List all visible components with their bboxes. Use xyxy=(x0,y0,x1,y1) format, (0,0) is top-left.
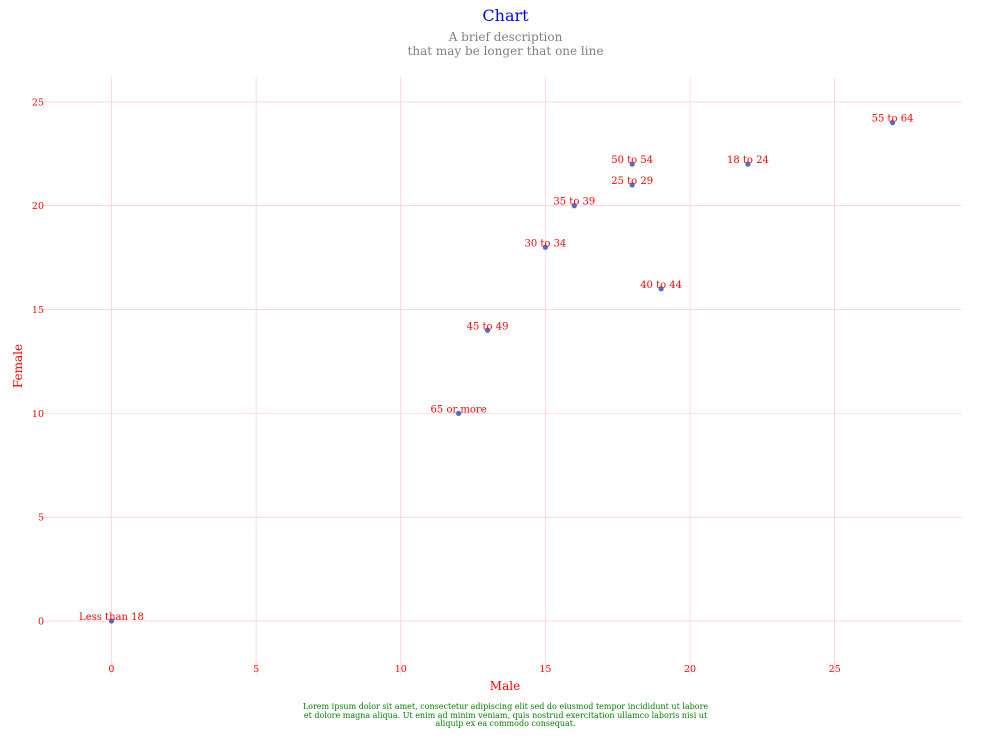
point-label: 65 or more xyxy=(431,404,487,415)
data-point xyxy=(745,161,751,167)
data-point xyxy=(658,286,664,292)
data-point xyxy=(571,203,577,209)
y-tick-label: 25 xyxy=(32,97,44,108)
point-label: 50 to 54 xyxy=(611,155,653,166)
data-point xyxy=(889,120,896,126)
point-labels: Less than 18 18 to 24 25 to 29 30 to 34 35 t… xyxy=(79,114,913,623)
y-tick-label: 15 xyxy=(32,305,44,316)
data-points xyxy=(108,120,896,624)
x-tick-label: 25 xyxy=(829,664,841,675)
chart-caption: Lorem ipsum dolor sit amet, consectetur … xyxy=(302,702,709,728)
x-tick-label: 5 xyxy=(253,664,259,675)
point-label: 40 to 44 xyxy=(640,280,682,291)
y-tick-label: 5 xyxy=(38,513,44,524)
data-point xyxy=(456,410,462,416)
data-point xyxy=(629,182,635,188)
point-label: Less than 18 xyxy=(79,612,144,623)
y-tick-label: 0 xyxy=(38,617,44,628)
data-point xyxy=(484,327,491,333)
data-point xyxy=(629,161,635,167)
x-axis-label: Male xyxy=(490,679,520,693)
x-tick-label: 0 xyxy=(108,664,114,675)
chart-title: Chart xyxy=(482,6,529,25)
y-tick-label: 10 xyxy=(32,409,44,420)
point-label: 55 to 64 xyxy=(872,114,914,125)
tick-labels: 0 5 10 15 20 25 0 5 10 15 20 25 xyxy=(32,97,841,675)
point-label: 30 to 34 xyxy=(524,238,566,249)
x-tick-label: 10 xyxy=(395,664,407,675)
point-label: 25 to 29 xyxy=(611,176,653,187)
y-axis-label: Female xyxy=(11,344,25,388)
y-tick-label: 20 xyxy=(32,201,44,212)
grid xyxy=(42,77,962,675)
chart-subtitle: A brief description that may be longer t… xyxy=(407,30,604,58)
point-label: 18 to 24 xyxy=(727,155,769,166)
data-point xyxy=(108,618,115,624)
data-point xyxy=(542,244,548,250)
point-label: 45 to 49 xyxy=(467,321,509,332)
x-tick-label: 15 xyxy=(539,664,551,675)
x-tick-label: 20 xyxy=(684,664,696,675)
point-label: 35 to 39 xyxy=(553,197,595,208)
